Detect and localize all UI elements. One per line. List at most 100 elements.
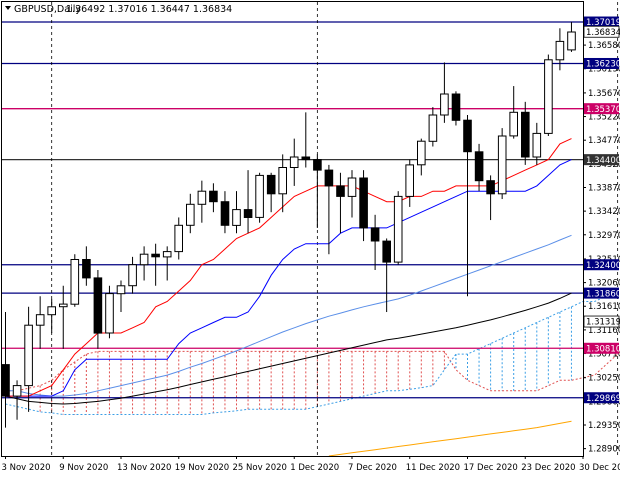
price-tag-box (584, 154, 619, 166)
price-tag-label: 1.30810 (586, 344, 620, 354)
bull-candle (12, 385, 22, 397)
bear-candle (301, 156, 311, 161)
bull-candle (35, 314, 45, 326)
bear-candle (382, 240, 391, 263)
price-tag-label: 1.31860 (586, 289, 620, 299)
bull-candle (116, 285, 126, 295)
y-tick-label: 1.31160 (588, 326, 620, 336)
price-tag-box (584, 392, 619, 404)
price-tag-box (584, 16, 619, 28)
bull-candle (555, 40, 565, 61)
y-tick-label: 1.32970 (588, 231, 620, 241)
bull-candle (347, 177, 357, 197)
y-tick-label: 1.31610 (588, 302, 620, 312)
dropdown-triangle-icon[interactable] (5, 6, 11, 10)
price-tags: 1.37019 1.36230 1.35370 1.34400 1.32400 1.318… (583, 16, 620, 404)
bull-candle (428, 114, 438, 142)
y-tick-label: 1.32060 (588, 279, 620, 289)
bull-candle (417, 140, 426, 166)
bear-candle (370, 227, 380, 242)
bear-candle (521, 111, 530, 158)
bull-candle (186, 203, 195, 226)
bear-candle (266, 174, 276, 195)
bull-candle (139, 253, 149, 266)
symbol-label: GBPUSD,Daily (14, 4, 81, 15)
y-tick-label: 1.35670 (588, 89, 620, 99)
bear-candle (486, 180, 495, 195)
price-tag-label: 1.37019 (586, 18, 620, 28)
bull-candle (232, 209, 241, 226)
price-tag-label: 1.31319 (586, 318, 620, 328)
bull-candle (278, 167, 287, 195)
price-tag-label: 1.32400 (586, 261, 620, 271)
bear-candle (451, 93, 461, 121)
bear-candle (313, 159, 322, 171)
senkou-span-b (5, 295, 620, 415)
price-tag-box (583, 315, 620, 328)
y-tick-label: 1.33420 (588, 207, 620, 217)
price-tag-box (583, 25, 620, 38)
ma-orange-line (328, 420, 572, 457)
price-tag-label: 1.35370 (586, 105, 620, 115)
bull-candle (197, 190, 207, 205)
bull-candle (70, 259, 80, 305)
y-tick-label: 1.30250 (588, 374, 620, 384)
x-tick-label: 19 Nov 2020 (175, 463, 229, 473)
bull-candle (405, 164, 414, 197)
bear-candle (243, 209, 253, 219)
ichimoku-cloud (5, 295, 620, 415)
bull-candle (289, 156, 299, 168)
x-tick-label: 23 Dec 2020 (521, 463, 575, 473)
vertical-markers (51, 2, 619, 456)
y-tick-label: 1.30710 (588, 350, 620, 360)
x-tick-label: 25 Nov 2020 (233, 463, 287, 473)
bull-candle (567, 31, 576, 51)
bull-candle (255, 174, 264, 218)
bull-candle (105, 293, 114, 334)
bull-candle (440, 93, 449, 116)
bull-candle (174, 224, 183, 253)
chart-header: GBPUSD,Daily 1.36492 1.37016 1.36447 1.3… (5, 4, 232, 15)
bull-candle (544, 59, 553, 134)
ma-black-line (5, 292, 572, 405)
x-tick-label: 17 Dec 2020 (464, 463, 518, 473)
y-tick-label: 1.36580 (588, 41, 620, 51)
bull-candle (532, 132, 542, 158)
y-tick-label: 1.33870 (588, 183, 620, 193)
kijun-sen-line (5, 159, 572, 397)
x-tick-label: 13 Nov 2020 (117, 463, 171, 473)
x-tick-label: 30 Dec 2020 (579, 463, 620, 473)
bear-candle (463, 119, 472, 153)
bear-candle (1, 364, 10, 397)
ma-lightblue-line (5, 234, 572, 397)
x-tick-label: 3 Nov 2020 (2, 463, 51, 473)
bull-candle (128, 264, 137, 287)
price-tag-box (584, 342, 619, 354)
x-axis: 3 Nov 2020 9 Nov 2020 13 Nov 2020 19 Nov 20… (2, 456, 620, 473)
y-tick-label: 1.29350 (588, 421, 620, 431)
y-tick-label: 1.36130 (588, 65, 620, 75)
price-tag-box (584, 103, 619, 115)
x-tick-label: 11 Dec 2020 (406, 463, 460, 473)
bear-candle (474, 151, 484, 182)
bull-candle (47, 306, 57, 316)
bear-candle (93, 277, 103, 334)
bear-candle (209, 190, 218, 203)
candlesticks (1, 21, 576, 428)
bear-candle (151, 253, 160, 258)
bull-candle (497, 135, 507, 195)
chart-frame (1, 1, 584, 457)
y-tick-label: 1.34770 (588, 136, 620, 146)
x-tick-label: 1 Dec 2020 (290, 463, 339, 473)
bull-candle (59, 303, 68, 308)
bull-candle (509, 111, 518, 137)
price-tag-box (584, 259, 619, 271)
x-tick-label: 7 Dec 2020 (348, 463, 397, 473)
price-tag-label: 1.34400 (586, 156, 620, 166)
price-tag-box (584, 287, 619, 299)
price-tag-label: 1.36834 (586, 28, 620, 38)
bull-candle (24, 324, 33, 387)
bear-candle (82, 259, 91, 279)
bear-candle (336, 185, 345, 197)
